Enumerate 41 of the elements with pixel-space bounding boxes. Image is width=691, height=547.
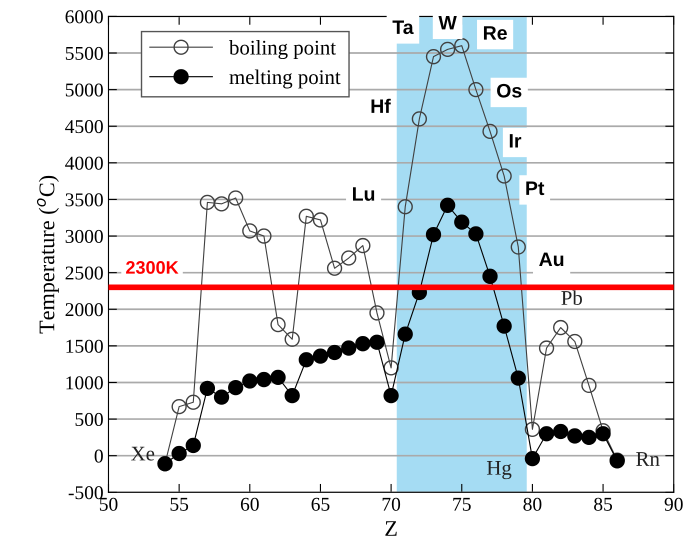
y-axis-title: Temperature ($^{o}$C) — [36, 176, 59, 334]
annotation: Ir — [510, 134, 522, 148]
y-tick-label: 2000 — [66, 303, 103, 316]
x-tick-label: 55 — [170, 498, 188, 511]
y-tick-label: 5000 — [66, 83, 103, 97]
annotation: Pt — [526, 182, 544, 196]
annotation: Pb — [561, 290, 582, 306]
annotation: Lu — [352, 187, 374, 201]
x-tick-label: 85 — [594, 498, 612, 511]
y-tick-label: 2500 — [66, 266, 103, 280]
y-tick-label: 4000 — [65, 156, 103, 170]
annotation: Os — [497, 84, 522, 98]
legend-label: melting point — [229, 70, 341, 88]
annotation: Re — [484, 26, 507, 40]
x-axis-title: Z — [385, 521, 397, 536]
annotation: Hg — [486, 461, 512, 480]
y-tick-label: 1000 — [66, 376, 103, 390]
annotation: Rn — [636, 452, 660, 466]
x-tick-label: 90 — [664, 498, 683, 511]
y-tick-label: 5500 — [66, 46, 103, 60]
x-tick-label: 75 — [453, 498, 471, 511]
x-tick-label: 70 — [382, 498, 400, 511]
annotation: Xe — [131, 446, 154, 461]
annotation: Au — [539, 252, 564, 266]
y-tick-label: 1500 — [66, 340, 103, 353]
y-tick-label: 500 — [76, 412, 103, 426]
x-tick-label: 80 — [523, 498, 542, 511]
y-tick-label: 0 — [94, 450, 103, 463]
y-tick-label: -500 — [68, 486, 103, 500]
annotation: Hf — [372, 98, 391, 113]
legend-label: boiling point — [229, 40, 336, 59]
annotation: W — [438, 16, 457, 30]
y-tick-label: 3500 — [66, 193, 103, 206]
ref-line-label: 2300K — [126, 261, 178, 274]
annotation: Ta — [392, 20, 414, 34]
x-tick-label: 50 — [100, 498, 118, 511]
y-tick-label: 6000 — [66, 10, 103, 24]
y-tick-label: 4500 — [65, 120, 103, 134]
y-tick-label: 3000 — [66, 230, 103, 243]
x-tick-label: 65 — [312, 498, 330, 511]
x-tick-label: 60 — [240, 498, 259, 511]
